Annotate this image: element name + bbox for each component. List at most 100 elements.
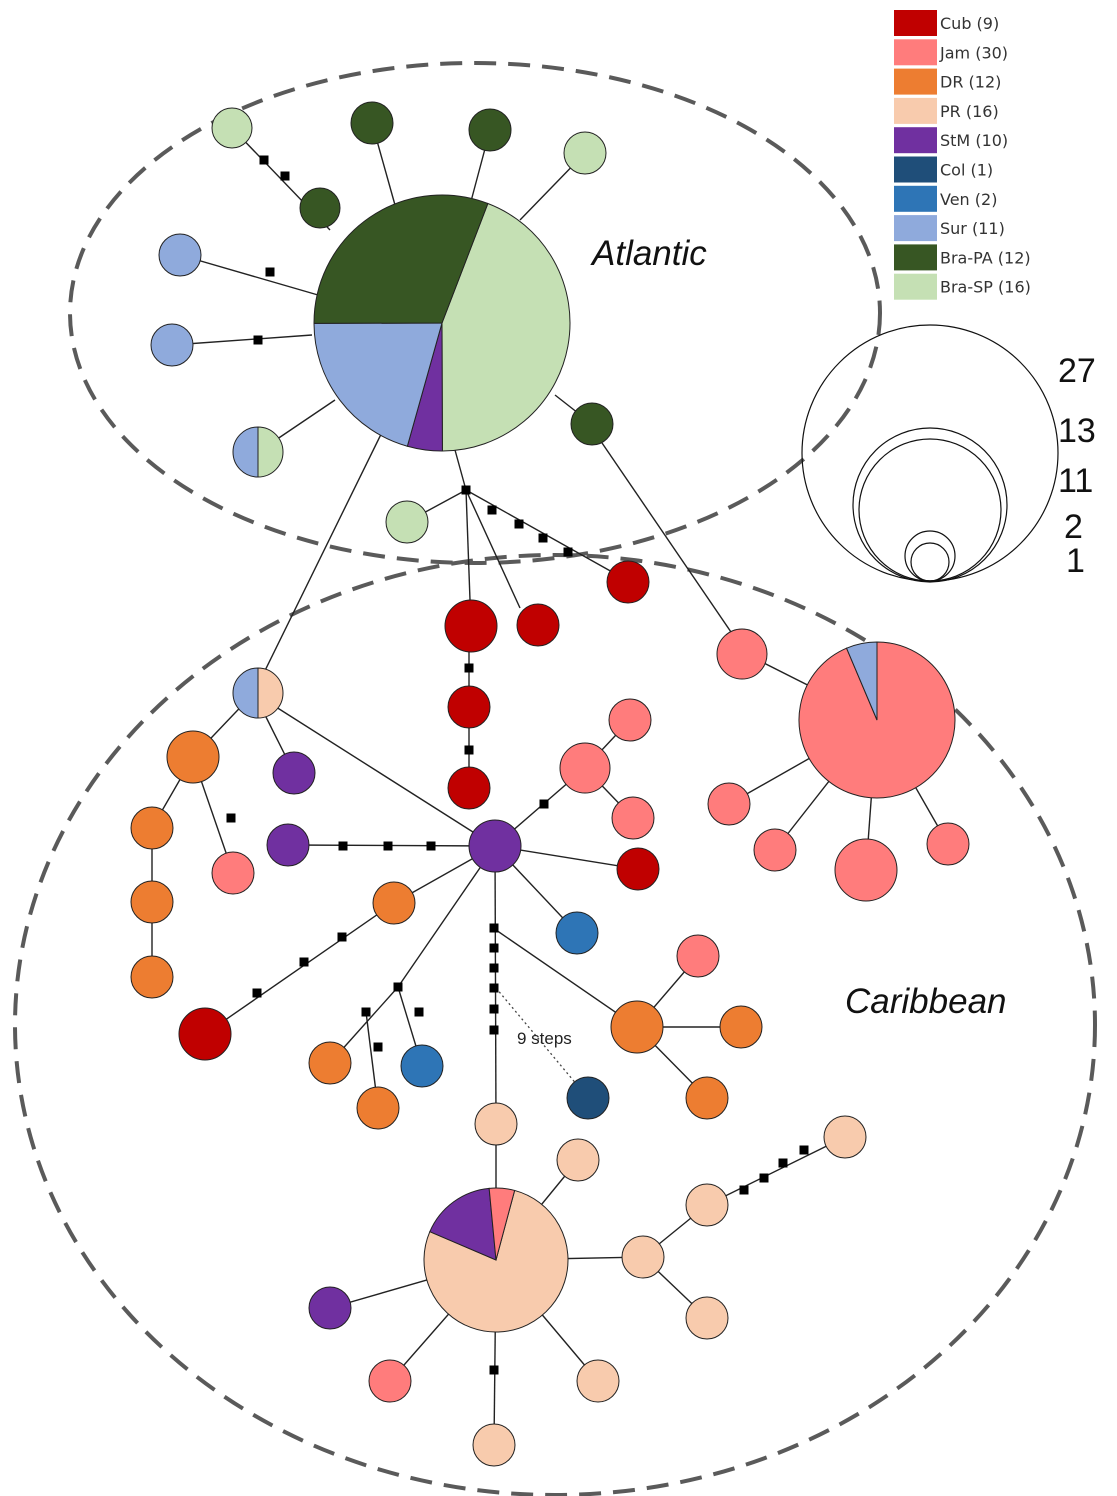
haplotype-node-ven — [555, 911, 599, 955]
legend-label: StM (10) — [940, 131, 1008, 150]
haplotype-node-jam — [926, 822, 970, 866]
puerto-rico-hub-haplotype — [423, 1187, 569, 1333]
mutation-step — [464, 663, 474, 673]
mutation-step — [259, 155, 269, 165]
mutation-step — [489, 983, 499, 993]
haplotype-node-dr — [610, 1000, 664, 1054]
network-edge — [204, 902, 395, 1035]
haplotype-node-cub — [447, 766, 491, 810]
scale-circle-13 — [852, 427, 1008, 583]
haplotype-node-pr — [685, 1183, 729, 1227]
mutation-step — [489, 923, 499, 933]
mutation-step — [487, 505, 497, 515]
mutation-step — [759, 1173, 769, 1183]
haplotype-node-jam — [707, 782, 751, 826]
haplotype-node-dr — [130, 880, 174, 924]
mutation-steps — [226, 155, 809, 1375]
mutation-step — [252, 988, 262, 998]
pie-slice-pr — [257, 667, 284, 719]
scale-label-11: 11 — [1058, 462, 1093, 500]
network-edge — [397, 845, 496, 988]
haplotype-node-dr — [166, 730, 220, 784]
mutation-step — [464, 745, 474, 755]
legend-label: PR (16) — [940, 102, 999, 121]
haplotype-node-pr — [823, 1115, 867, 1159]
pie-slice-sur — [232, 667, 259, 719]
haplotype-node-col — [566, 1076, 610, 1120]
legend-swatch — [894, 127, 937, 154]
haplotype-node-dr — [308, 1041, 352, 1085]
network-edge — [495, 929, 638, 1028]
haplotype-node-brasp — [211, 107, 253, 149]
haplotype-node-dr — [685, 1076, 729, 1120]
network-edge — [465, 489, 521, 609]
mutation-step — [538, 533, 548, 543]
haplotype-node-dr — [130, 806, 174, 850]
legend-label: Bra-PA (12) — [940, 248, 1031, 267]
haplotype-node-ven — [400, 1044, 444, 1088]
haplotype-node-jam — [611, 796, 655, 840]
legend-label: Ven (2) — [940, 190, 997, 209]
legend-label: Col (1) — [940, 161, 993, 180]
split-node-sur-brasp — [232, 426, 284, 478]
haplotype-node-pr — [576, 1359, 620, 1403]
legend-swatch — [894, 273, 937, 300]
haplotype-node-sur — [150, 323, 194, 367]
mutation-step — [739, 1185, 749, 1195]
haplotype-node-jam — [753, 828, 797, 872]
caribbean-boundary — [13, 553, 1097, 1496]
legend-label: DR (12) — [940, 73, 1001, 92]
haplotype-node-brapa — [468, 108, 512, 152]
mutation-step — [338, 841, 348, 851]
haplotype-node-cub — [444, 599, 498, 653]
haplotype-node-jam — [608, 698, 652, 742]
mutation-step — [489, 943, 499, 953]
network-edge — [171, 334, 313, 346]
mutation-step — [489, 1365, 499, 1375]
haplotype-node-dr — [372, 881, 416, 925]
network-edge — [179, 254, 319, 296]
mutation-step — [337, 932, 347, 942]
haplotype-node-jam — [834, 838, 898, 902]
mutation-step — [383, 841, 393, 851]
legend-swatch — [894, 97, 937, 124]
haplotype-node-jam — [211, 851, 255, 895]
pie-slice-brasp — [441, 202, 571, 452]
scale-circle-11 — [858, 438, 1002, 582]
haplotype-node-cub — [178, 1007, 232, 1061]
mutation-step — [563, 547, 573, 557]
legend-swatch — [894, 185, 937, 212]
haplotype-node-dr — [356, 1086, 400, 1130]
pie-slice-stm — [429, 1187, 497, 1261]
mutation-step — [539, 799, 549, 809]
mutation-step — [226, 813, 236, 823]
legend-label: Bra-SP (16) — [940, 278, 1031, 297]
scale-label-27: 27 — [1058, 352, 1096, 390]
legend-label: Sur (11) — [940, 219, 1005, 238]
mutation-step — [489, 1025, 499, 1035]
network-edge — [253, 692, 496, 847]
haplotype-node-pr — [556, 1138, 600, 1182]
haplotype-node-dr — [719, 1005, 763, 1049]
haplotype-node-jam — [368, 1359, 412, 1403]
haplotype-node-dr — [130, 955, 174, 999]
network-edge — [465, 489, 471, 601]
mutation-step — [414, 1007, 424, 1017]
haplotype-node-brapa — [570, 402, 614, 446]
legend-swatch — [894, 10, 937, 36]
haplotype-node-sur — [158, 233, 202, 277]
scale-label-2: 2 — [1064, 508, 1083, 546]
network-edge — [253, 419, 389, 694]
mutation-step — [393, 982, 403, 992]
mutation-step — [778, 1158, 788, 1168]
atlantic-boundary — [68, 61, 882, 565]
legend-swatch — [894, 39, 937, 66]
region-boundaries — [13, 61, 1097, 1496]
pie-slice-brapa — [313, 194, 489, 324]
haplotype-node-pr — [685, 1296, 729, 1340]
pie-slice-sur — [313, 322, 443, 447]
mutation-step — [514, 519, 524, 529]
region-label-caribbean: Caribbean — [845, 982, 1007, 1021]
mutation-step — [280, 171, 290, 181]
